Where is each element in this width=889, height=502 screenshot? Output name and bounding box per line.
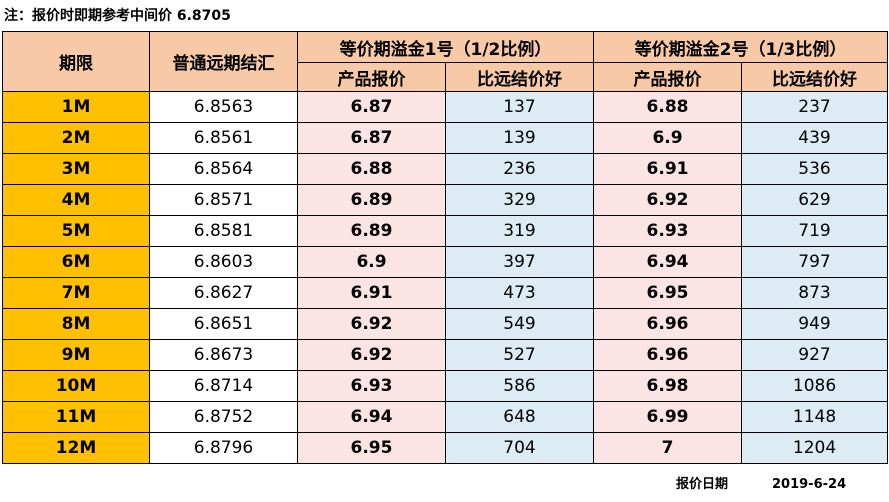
header-forward: 普通远期结汇 — [149, 31, 298, 92]
quote-date-label: 报价日期 — [676, 477, 729, 492]
price-1-cell: 6.92 — [297, 308, 446, 340]
forward-rate-cell: 6.8714 — [149, 370, 298, 402]
header-group-1: 等价期溢金1号（1/2比例） — [296, 31, 595, 63]
forward-rate-cell: 6.8603 — [149, 246, 298, 278]
price-1-cell: 6.9 — [297, 246, 446, 278]
price-1-cell: 6.89 — [297, 215, 446, 247]
reference-rate-note: 注：报价时即期参考中间价 6.8705 — [4, 8, 231, 24]
forward-rate-cell: 6.8796 — [149, 432, 298, 464]
better-2-cell: 629 — [741, 184, 889, 216]
price-1-cell: 6.89 — [297, 184, 446, 216]
price-2-cell: 6.91 — [593, 153, 743, 185]
forward-rate-cell: 6.8752 — [149, 401, 298, 433]
forward-rate-cell: 6.8564 — [149, 153, 298, 185]
forward-rate-cell: 6.8563 — [149, 91, 298, 123]
header-better-2: 比远结价好 — [741, 62, 889, 92]
table-row: 7M 6.8627 6.91 473 6.95 873 — [2, 277, 889, 309]
price-2-cell: 6.99 — [593, 401, 743, 433]
price-2-cell: 6.98 — [593, 370, 743, 402]
quote-table: 期限 普通远期结汇 等价期溢金1号（1/2比例） 等价期溢金2号（1/3比例） … — [2, 31, 889, 464]
table-row: 3M 6.8564 6.88 236 6.91 536 — [2, 153, 889, 185]
forward-rate-cell: 6.8673 — [149, 339, 298, 371]
better-1-cell: 586 — [444, 370, 595, 402]
better-2-cell: 719 — [741, 215, 889, 247]
table-row: 12M 6.8796 6.95 704 7 1204 — [2, 432, 889, 464]
price-2-cell: 6.96 — [593, 339, 743, 371]
price-2-cell: 6.94 — [593, 246, 743, 278]
header-better-1: 比远结价好 — [444, 62, 595, 92]
tenor-cell: 9M — [2, 339, 150, 371]
table-row: 11M 6.8752 6.94 648 6.99 1148 — [2, 401, 889, 433]
forward-rate-cell: 6.8561 — [149, 122, 298, 154]
better-1-cell: 319 — [444, 215, 595, 247]
tenor-cell: 8M — [2, 308, 150, 340]
header-price-1: 产品报价 — [297, 62, 446, 92]
forward-rate-cell: 6.8651 — [149, 308, 298, 340]
table-row: 9M 6.8673 6.92 527 6.96 927 — [2, 339, 889, 371]
price-2-cell: 6.96 — [593, 308, 743, 340]
price-2-cell: 7 — [593, 432, 743, 464]
table-row: 1M 6.8563 6.87 137 6.88 237 — [2, 91, 889, 123]
better-2-cell: 237 — [741, 91, 889, 123]
table-row: 8M 6.8651 6.92 549 6.96 949 — [2, 308, 889, 340]
tenor-cell: 5M — [2, 215, 150, 247]
better-2-cell: 1148 — [741, 401, 889, 433]
better-1-cell: 139 — [444, 122, 595, 154]
price-2-cell: 6.92 — [593, 184, 743, 216]
better-1-cell: 137 — [444, 91, 595, 123]
better-2-cell: 949 — [741, 308, 889, 340]
tenor-cell: 4M — [2, 184, 150, 216]
better-1-cell: 397 — [444, 246, 595, 278]
tenor-cell: 2M — [2, 122, 150, 154]
header-row-2: 产品报价 比远结价好 产品报价 比远结价好 — [3, 62, 889, 92]
price-1-cell: 6.92 — [297, 339, 446, 371]
forward-rate-cell: 6.8581 — [149, 215, 298, 247]
better-2-cell: 927 — [741, 339, 889, 371]
header-price-2: 产品报价 — [593, 62, 743, 92]
price-1-cell: 6.87 — [297, 91, 446, 123]
price-1-cell: 6.95 — [297, 432, 446, 464]
tenor-cell: 6M — [2, 246, 150, 278]
table-row: 10M 6.8714 6.93 586 6.98 1086 — [2, 370, 889, 402]
table-row: 2M 6.8561 6.87 139 6.9 439 — [2, 122, 889, 154]
better-1-cell: 704 — [444, 432, 595, 464]
better-2-cell: 536 — [741, 153, 889, 185]
header-row-1: 期限 普通远期结汇 等价期溢金1号（1/2比例） 等价期溢金2号（1/3比例） — [2, 31, 889, 92]
price-1-cell: 6.93 — [297, 370, 446, 402]
table-row: 4M 6.8571 6.89 329 6.92 629 — [2, 184, 889, 216]
better-2-cell: 873 — [741, 277, 889, 309]
price-1-cell: 6.87 — [297, 122, 446, 154]
table-row: 6M 6.8603 6.9 397 6.94 797 — [2, 246, 889, 278]
tenor-cell: 12M — [2, 432, 150, 464]
tenor-cell: 7M — [2, 277, 150, 309]
price-2-cell: 6.88 — [593, 91, 743, 123]
price-2-cell: 6.95 — [593, 277, 743, 309]
better-2-cell: 797 — [741, 246, 889, 278]
better-1-cell: 527 — [444, 339, 595, 371]
quote-date-value: 2019-6-24 — [772, 477, 847, 492]
header-tenor: 期限 — [2, 31, 150, 92]
better-1-cell: 236 — [444, 153, 595, 185]
better-2-cell: 439 — [741, 122, 889, 154]
forward-rate-cell: 6.8571 — [149, 184, 298, 216]
price-2-cell: 6.9 — [593, 122, 743, 154]
better-1-cell: 329 — [444, 184, 595, 216]
better-2-cell: 1086 — [741, 370, 889, 402]
price-2-cell: 6.93 — [593, 215, 743, 247]
better-1-cell: 473 — [444, 277, 595, 309]
tenor-cell: 11M — [2, 401, 150, 433]
better-1-cell: 648 — [444, 401, 595, 433]
table-row: 5M 6.8581 6.89 319 6.93 719 — [2, 215, 889, 247]
tenor-cell: 3M — [2, 153, 150, 185]
better-1-cell: 549 — [444, 308, 595, 340]
better-2-cell: 1204 — [741, 432, 889, 464]
forward-rate-cell: 6.8627 — [149, 277, 298, 309]
tenor-cell: 1M — [2, 91, 150, 123]
price-1-cell: 6.88 — [297, 153, 446, 185]
tenor-cell: 10M — [2, 370, 150, 402]
price-1-cell: 6.94 — [297, 401, 446, 433]
price-1-cell: 6.91 — [297, 277, 446, 309]
header-group-2: 等价期溢金2号（1/3比例） — [593, 31, 889, 63]
